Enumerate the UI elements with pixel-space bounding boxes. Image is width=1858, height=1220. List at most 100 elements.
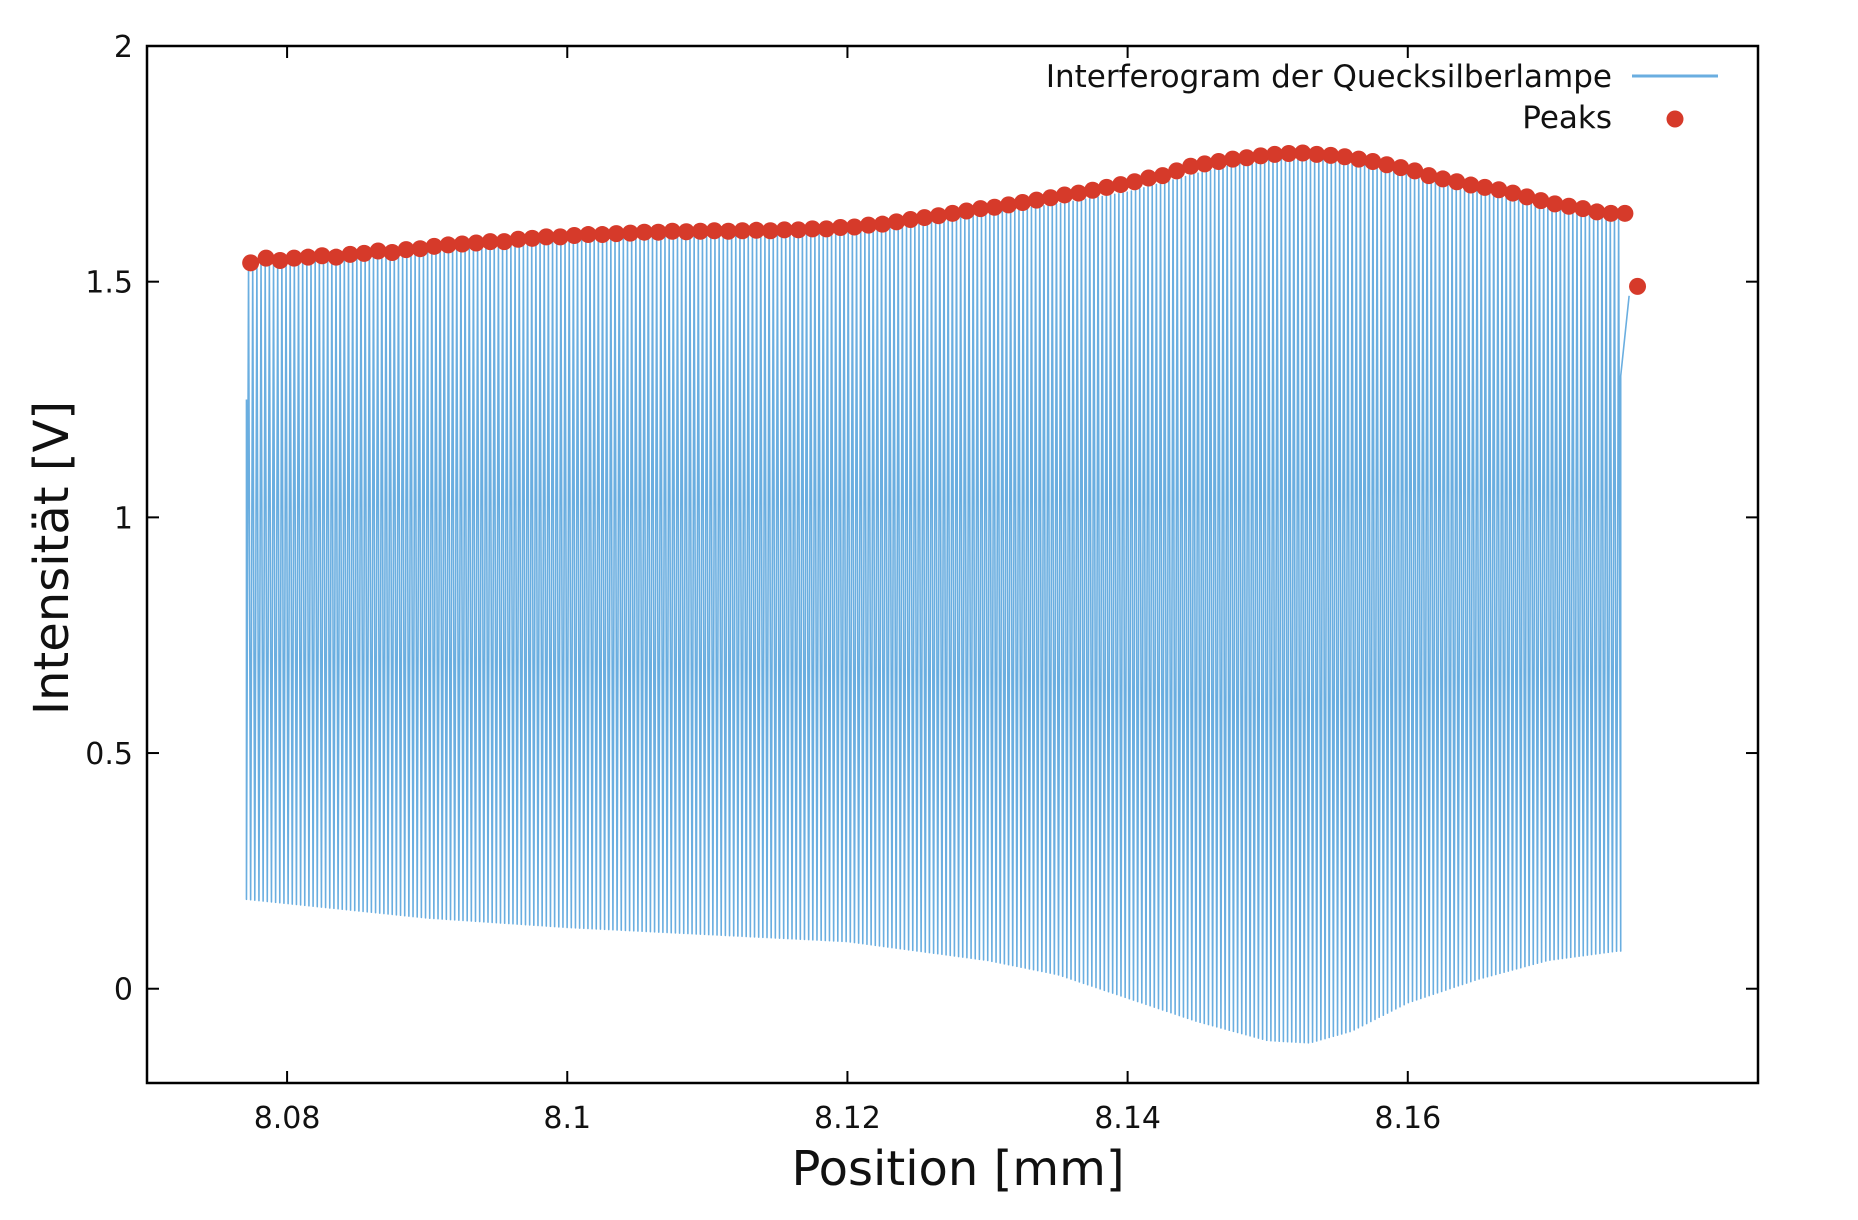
peak-point xyxy=(901,210,919,228)
peak-point xyxy=(1168,162,1186,180)
peak-point xyxy=(1140,169,1158,187)
peak-point xyxy=(327,248,345,266)
peak-point xyxy=(761,222,779,240)
peak-point xyxy=(537,228,555,246)
peak-point xyxy=(425,237,443,255)
peak-point xyxy=(1112,176,1130,194)
peak-point xyxy=(1462,176,1480,194)
y-tick-label: 2 xyxy=(114,30,133,65)
peak-point xyxy=(1126,173,1144,191)
peak-point xyxy=(1000,196,1018,214)
peak-point xyxy=(733,222,751,240)
peak-point xyxy=(1532,192,1550,210)
peak-point xyxy=(1574,200,1592,218)
peak-point xyxy=(649,223,667,241)
peak-point xyxy=(523,229,541,247)
x-tick-label: 8.12 xyxy=(814,1101,881,1136)
peak-point xyxy=(453,235,471,253)
peak-point xyxy=(1098,178,1116,196)
peak-point xyxy=(915,209,933,227)
peak-point xyxy=(481,233,499,251)
peak-point xyxy=(747,221,765,239)
peak-point xyxy=(1084,181,1102,199)
peak-point xyxy=(1070,184,1088,202)
peak-point xyxy=(705,222,723,240)
peak-point xyxy=(1378,156,1396,174)
y-axis-title: Intensität [V] xyxy=(24,401,80,715)
peak-point xyxy=(383,243,401,261)
peak-point xyxy=(972,200,990,218)
series-interferogram xyxy=(245,153,1630,1044)
peak-point xyxy=(1252,147,1270,165)
peak-point xyxy=(845,218,863,236)
peak-point xyxy=(1420,167,1438,185)
peak-point xyxy=(271,251,289,269)
peak-point xyxy=(1308,145,1326,163)
peak-point xyxy=(369,242,387,260)
peak-point xyxy=(495,233,513,251)
peak-point xyxy=(285,249,303,267)
peak-point xyxy=(1056,186,1074,204)
peak-point xyxy=(1546,195,1564,213)
peak-point xyxy=(1476,178,1494,196)
peak-point xyxy=(719,222,737,240)
peak-point xyxy=(1322,146,1340,164)
peak-point xyxy=(1154,167,1172,185)
peak-point xyxy=(565,226,583,244)
peak-point xyxy=(1224,150,1242,168)
peak-point xyxy=(1560,197,1578,215)
series-peaks xyxy=(242,144,1647,295)
peak-point xyxy=(1182,157,1200,175)
peak-point xyxy=(411,240,429,258)
x-tick-label: 8.08 xyxy=(254,1101,321,1136)
peak-point xyxy=(929,207,947,225)
y-axis: 0 0.5 1 1.5 2 xyxy=(85,30,1758,1008)
peak-point xyxy=(299,248,317,266)
peak-point xyxy=(1504,184,1522,202)
peak-point xyxy=(1196,155,1214,173)
peak-point xyxy=(1602,204,1620,222)
peak-point xyxy=(789,221,807,239)
peak-point xyxy=(1629,277,1647,295)
x-axis-title: Position [mm] xyxy=(791,1141,1124,1197)
peak-point xyxy=(1350,150,1368,168)
peak-point xyxy=(1434,170,1452,188)
peak-point xyxy=(1448,173,1466,191)
x-tick-label: 8.14 xyxy=(1094,1101,1161,1136)
peak-point xyxy=(958,202,976,220)
peak-point xyxy=(1294,144,1312,162)
peak-point xyxy=(831,218,849,236)
peak-point xyxy=(1490,181,1508,199)
peak-point xyxy=(859,216,877,234)
peak-point xyxy=(887,213,905,231)
peak-point xyxy=(551,228,569,246)
legend: Interferogram der Quecksilberlampe Peaks xyxy=(1046,59,1718,136)
peak-point xyxy=(607,225,625,243)
peak-point xyxy=(1042,189,1060,207)
peak-point xyxy=(1238,149,1256,167)
peak-point xyxy=(257,249,275,267)
peak-point xyxy=(691,222,709,240)
peak-point xyxy=(579,226,597,244)
x-tick-label: 8.16 xyxy=(1374,1101,1441,1136)
legend-swatch-peaks xyxy=(1666,110,1684,128)
y-tick-label: 1 xyxy=(114,501,133,536)
peak-point xyxy=(621,224,639,242)
peak-point xyxy=(944,204,961,222)
peak-point xyxy=(242,254,260,272)
peak-point xyxy=(986,198,1004,216)
peak-point xyxy=(1616,204,1634,222)
peak-point xyxy=(593,226,611,244)
legend-label-peaks: Peaks xyxy=(1522,100,1612,136)
peak-point xyxy=(677,223,695,241)
peak-point xyxy=(1392,159,1410,177)
peak-point xyxy=(1028,191,1046,209)
peak-point xyxy=(1210,152,1228,170)
peak-point xyxy=(873,215,891,233)
peak-point xyxy=(1014,193,1032,211)
peak-point xyxy=(1518,188,1536,206)
peak-point xyxy=(1280,144,1298,162)
x-axis: 8.08 8.1 8.12 8.14 8.16 xyxy=(254,46,1441,1136)
peak-point xyxy=(341,245,359,263)
